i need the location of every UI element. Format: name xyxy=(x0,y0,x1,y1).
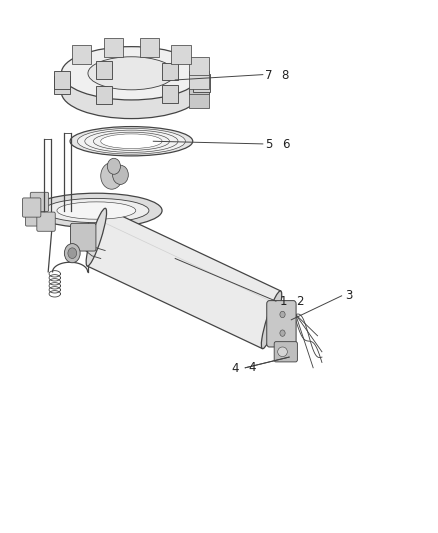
Polygon shape xyxy=(87,208,281,349)
Ellipse shape xyxy=(57,202,136,219)
FancyBboxPatch shape xyxy=(190,76,209,94)
FancyBboxPatch shape xyxy=(104,57,123,75)
Text: 6: 6 xyxy=(282,138,289,151)
FancyBboxPatch shape xyxy=(22,198,41,217)
FancyBboxPatch shape xyxy=(190,58,209,76)
Ellipse shape xyxy=(86,208,106,266)
FancyBboxPatch shape xyxy=(274,342,297,362)
Ellipse shape xyxy=(261,291,282,349)
Circle shape xyxy=(107,158,120,174)
Ellipse shape xyxy=(44,198,149,223)
Text: 7: 7 xyxy=(265,69,272,82)
Ellipse shape xyxy=(85,130,178,152)
FancyBboxPatch shape xyxy=(30,192,49,212)
FancyBboxPatch shape xyxy=(162,85,178,103)
FancyBboxPatch shape xyxy=(54,76,71,94)
FancyBboxPatch shape xyxy=(25,207,44,226)
FancyBboxPatch shape xyxy=(140,38,159,56)
FancyBboxPatch shape xyxy=(190,90,209,108)
Text: 2: 2 xyxy=(296,295,304,308)
Ellipse shape xyxy=(101,134,162,149)
Circle shape xyxy=(68,248,77,259)
FancyBboxPatch shape xyxy=(95,86,112,104)
FancyBboxPatch shape xyxy=(193,74,209,92)
FancyBboxPatch shape xyxy=(171,64,191,82)
Text: 1: 1 xyxy=(279,295,287,308)
Ellipse shape xyxy=(278,347,287,357)
Circle shape xyxy=(64,244,80,263)
Text: 5: 5 xyxy=(265,138,272,151)
FancyBboxPatch shape xyxy=(71,223,96,251)
FancyBboxPatch shape xyxy=(267,301,296,347)
Ellipse shape xyxy=(78,128,185,154)
FancyBboxPatch shape xyxy=(190,71,209,89)
FancyBboxPatch shape xyxy=(54,71,71,89)
FancyBboxPatch shape xyxy=(171,45,191,63)
Circle shape xyxy=(280,330,285,336)
FancyBboxPatch shape xyxy=(104,38,123,56)
Text: 4: 4 xyxy=(231,362,239,375)
Circle shape xyxy=(280,311,285,318)
Ellipse shape xyxy=(88,57,175,90)
Ellipse shape xyxy=(31,193,162,228)
Text: 8: 8 xyxy=(282,69,289,82)
Ellipse shape xyxy=(93,132,170,150)
FancyBboxPatch shape xyxy=(37,212,55,231)
Text: 4: 4 xyxy=(249,361,256,374)
Ellipse shape xyxy=(61,47,201,100)
FancyBboxPatch shape xyxy=(95,61,112,79)
Ellipse shape xyxy=(61,66,201,118)
Text: 3: 3 xyxy=(345,289,353,302)
FancyBboxPatch shape xyxy=(72,45,92,63)
FancyBboxPatch shape xyxy=(140,57,159,75)
FancyBboxPatch shape xyxy=(162,62,178,80)
Circle shape xyxy=(101,163,123,189)
FancyBboxPatch shape xyxy=(72,64,92,82)
Ellipse shape xyxy=(70,126,193,156)
Circle shape xyxy=(113,165,128,184)
